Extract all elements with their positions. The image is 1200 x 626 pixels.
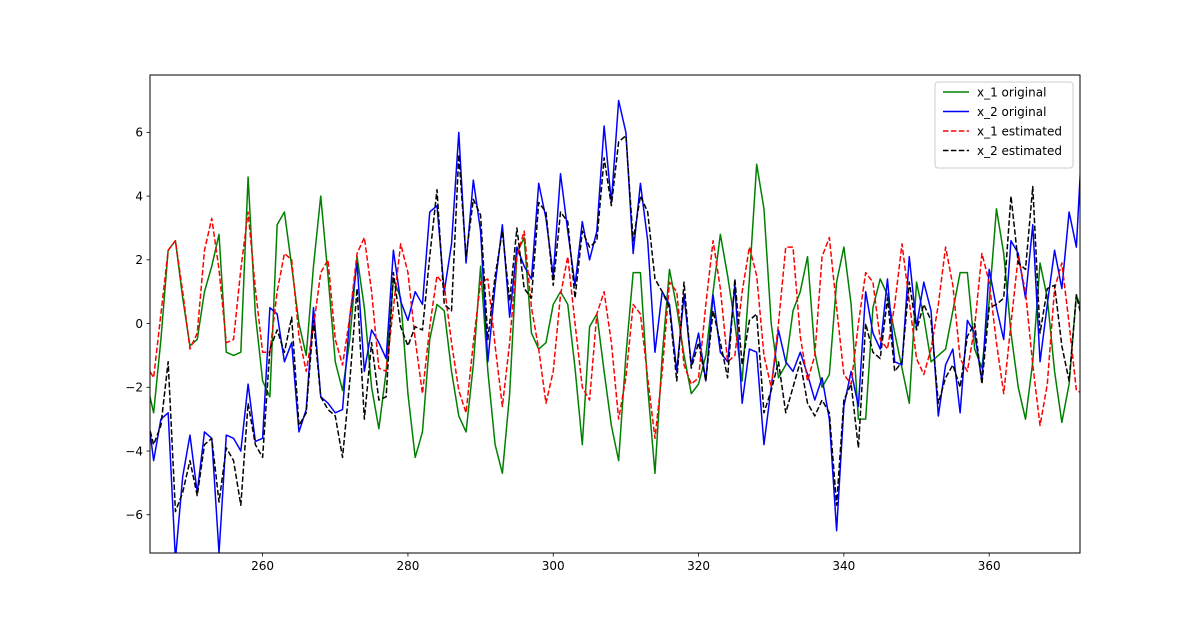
legend-label-3: x_1 estimated (977, 124, 1062, 138)
legend-label-4: x_2 estimated (977, 144, 1062, 158)
legend-label-1: x_1 original (977, 85, 1046, 99)
legend-box (934, 81, 1074, 169)
series-line-4 (150, 134, 1080, 513)
series-line-1 (150, 163, 1080, 475)
x-tick-label: 300 (542, 559, 565, 573)
legend: x_1 original x_2 original x_1 estimated x_2… (934, 81, 1074, 169)
x-tick-label: 280 (396, 559, 419, 573)
series-layer (150, 99, 1080, 553)
x-tick-label: 260 (251, 559, 274, 573)
y-tick-label: 4 (135, 189, 143, 203)
y-tick-label: −6 (125, 508, 143, 522)
plot-frame (149, 74, 1081, 554)
legend-label-2: x_2 original (977, 105, 1046, 119)
y-tick-label: 0 (135, 317, 143, 331)
y-axis: −6 −4 −2 0 2 4 6 (125, 126, 150, 522)
x-tick-label: 320 (687, 559, 710, 573)
x-tick-label: 360 (978, 559, 1001, 573)
x-tick-label: 340 (832, 559, 855, 573)
y-tick-label: −2 (125, 381, 143, 395)
y-tick-label: 2 (135, 253, 143, 267)
y-tick-label: −4 (125, 444, 143, 458)
y-tick-label: 6 (135, 126, 143, 140)
x-axis: 260 280 300 320 340 360 (251, 553, 1001, 573)
